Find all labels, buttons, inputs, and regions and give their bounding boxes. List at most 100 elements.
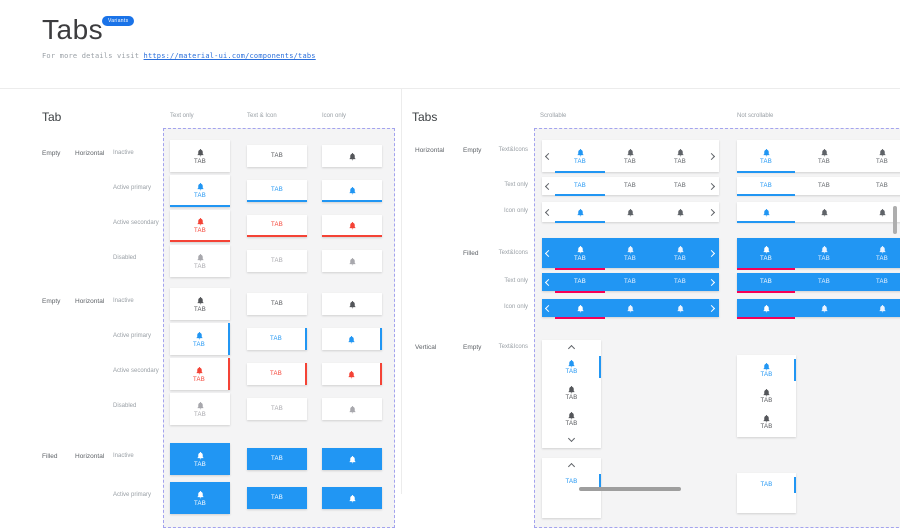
tab-sample-text-icon-active-primary[interactable]: TAB	[170, 175, 230, 207]
scroll-left-button[interactable]	[542, 238, 555, 268]
tab-sample-filled-text-active[interactable]: TAB	[247, 487, 307, 509]
vertical-scrollbar-thumb[interactable]	[893, 206, 897, 234]
tab-item[interactable]: TAB	[605, 177, 655, 195]
scroll-right-button[interactable]	[705, 299, 718, 317]
tab-item[interactable]: TAB	[737, 409, 796, 435]
tab-item[interactable]: TAB	[853, 238, 900, 268]
tab-item-active[interactable]: TAB	[737, 273, 795, 293]
tab-item-active[interactable]: TAB	[555, 238, 605, 270]
tab-item[interactable]: TAB	[655, 273, 705, 291]
tab-label: TAB	[565, 421, 578, 427]
tab-item[interactable]	[795, 202, 853, 222]
scroll-left-button[interactable]	[542, 299, 555, 317]
bell-icon	[762, 208, 771, 217]
tab-item-active[interactable]	[737, 202, 795, 223]
tab-sample-icon-active-secondary[interactable]	[322, 215, 382, 237]
tab-item[interactable]: TAB	[795, 273, 853, 291]
horizontal-scrollbar-thumb[interactable]	[579, 487, 681, 491]
tab-sample-text-icon-disabled[interactable]: TAB	[170, 245, 230, 277]
scroll-right-button[interactable]	[705, 238, 718, 268]
scroll-right-button[interactable]	[705, 202, 718, 222]
tab-item-active[interactable]: TAB	[555, 140, 605, 173]
tab-sample-icon-inactive[interactable]	[322, 293, 382, 315]
tab-sample-text-active-secondary[interactable]: TAB	[247, 215, 307, 237]
scroll-left-button[interactable]	[542, 273, 555, 291]
tab-sample-filled-text-icon-active[interactable]: TAB	[170, 482, 230, 514]
tab-label: TAB	[875, 255, 889, 262]
tab-item-active[interactable]	[737, 299, 795, 319]
bell-icon	[820, 148, 829, 157]
tab-item[interactable]: TAB	[737, 383, 796, 409]
scroll-right-button[interactable]	[705, 177, 718, 195]
tab-item[interactable]: TAB	[795, 140, 853, 172]
tab-item[interactable]: TAB	[655, 140, 705, 172]
tab-item[interactable]	[795, 299, 853, 317]
tab-item[interactable]	[605, 299, 655, 317]
tab-item-active[interactable]	[555, 202, 605, 223]
tab-item[interactable]	[605, 202, 655, 222]
tab-item-active[interactable]: TAB	[555, 177, 605, 196]
tab-item-active[interactable]: TAB	[542, 472, 601, 492]
scroll-left-button[interactable]	[542, 140, 555, 172]
tab-sample-filled-text-icon[interactable]: TAB	[170, 443, 230, 475]
tab-label: TAB	[875, 279, 889, 285]
tab-sample-filled-icon[interactable]	[322, 448, 382, 470]
tab-sample-icon-active-secondary[interactable]	[322, 363, 382, 385]
tab-item[interactable]	[655, 202, 705, 222]
tab-sample-text-disabled[interactable]: TAB	[247, 398, 307, 420]
tab-item-active[interactable]: TAB	[542, 354, 601, 380]
details-link[interactable]: https://material-ui.com/components/tabs	[143, 52, 316, 60]
tab-sample-icon-disabled[interactable]	[322, 398, 382, 420]
tab-item-active[interactable]: TAB	[555, 273, 605, 293]
tab-item[interactable]	[853, 202, 900, 222]
tab-sample-text-icon-active-primary[interactable]: TAB	[170, 323, 230, 355]
tab-sample-text-icon-disabled[interactable]: TAB	[170, 393, 230, 425]
tab-sample-text-active-primary[interactable]: TAB	[247, 180, 307, 202]
tab-item[interactable]: TAB	[853, 273, 900, 291]
tab-sample-text-inactive[interactable]: TAB	[247, 145, 307, 167]
scroll-down-button[interactable]	[542, 432, 601, 444]
tab-sample-text-icon-inactive[interactable]: TAB	[170, 140, 230, 172]
tab-sample-text-icon-active-secondary[interactable]: TAB	[170, 358, 230, 390]
tab-sample-text-icon-inactive[interactable]: TAB	[170, 288, 230, 320]
tab-sample-text-inactive[interactable]: TAB	[247, 293, 307, 315]
scroll-left-button[interactable]	[542, 202, 555, 222]
scroll-left-button[interactable]	[542, 177, 555, 195]
tab-item[interactable]: TAB	[655, 177, 705, 195]
chevron-right-icon	[707, 182, 716, 190]
tab-sample-text-active-secondary[interactable]: TAB	[247, 363, 307, 385]
tab-item-active[interactable]: TAB	[737, 140, 795, 173]
tab-sample-icon-disabled[interactable]	[322, 250, 382, 272]
tab-item[interactable]: TAB	[853, 177, 900, 195]
scroll-right-button[interactable]	[705, 273, 718, 291]
tab-item[interactable]: TAB	[795, 177, 853, 195]
tab-item-active[interactable]: TAB	[737, 475, 796, 495]
tab-item[interactable]: TAB	[542, 406, 601, 432]
scroll-up-button[interactable]	[542, 342, 601, 354]
tab-sample-icon-active-primary[interactable]	[322, 328, 382, 350]
tab-item[interactable]: TAB	[605, 140, 655, 172]
tab-sample-text-active-primary[interactable]: TAB	[247, 328, 307, 350]
tab-item-active[interactable]	[555, 299, 605, 319]
tab-item-active[interactable]: TAB	[737, 238, 795, 270]
chevron-left-icon	[544, 304, 553, 312]
scroll-up-button[interactable]	[542, 460, 601, 472]
tab-sample-filled-icon-active[interactable]	[322, 487, 382, 509]
tab-item[interactable]: TAB	[542, 380, 601, 406]
tab-item-active[interactable]: TAB	[737, 357, 796, 383]
tab-item[interactable]: TAB	[655, 238, 705, 268]
tab-sample-icon-inactive[interactable]	[322, 145, 382, 167]
tab-item[interactable]: TAB	[605, 238, 655, 268]
tab-sample-icon-active-primary[interactable]	[322, 180, 382, 202]
tab-item[interactable]: TAB	[605, 273, 655, 291]
tab-sample-filled-text[interactable]: TAB	[247, 448, 307, 470]
tab-item[interactable]: TAB	[795, 238, 853, 268]
tabs-strip-filled-scrollable-icon-only	[542, 299, 719, 319]
tab-sample-text-disabled[interactable]: TAB	[247, 250, 307, 272]
tab-item[interactable]	[655, 299, 705, 317]
scroll-right-button[interactable]	[705, 140, 718, 172]
tab-item[interactable]	[853, 299, 900, 317]
tab-sample-text-icon-active-secondary[interactable]: TAB	[170, 210, 230, 242]
tab-item-active[interactable]: TAB	[737, 177, 795, 196]
tab-item[interactable]: TAB	[853, 140, 900, 172]
